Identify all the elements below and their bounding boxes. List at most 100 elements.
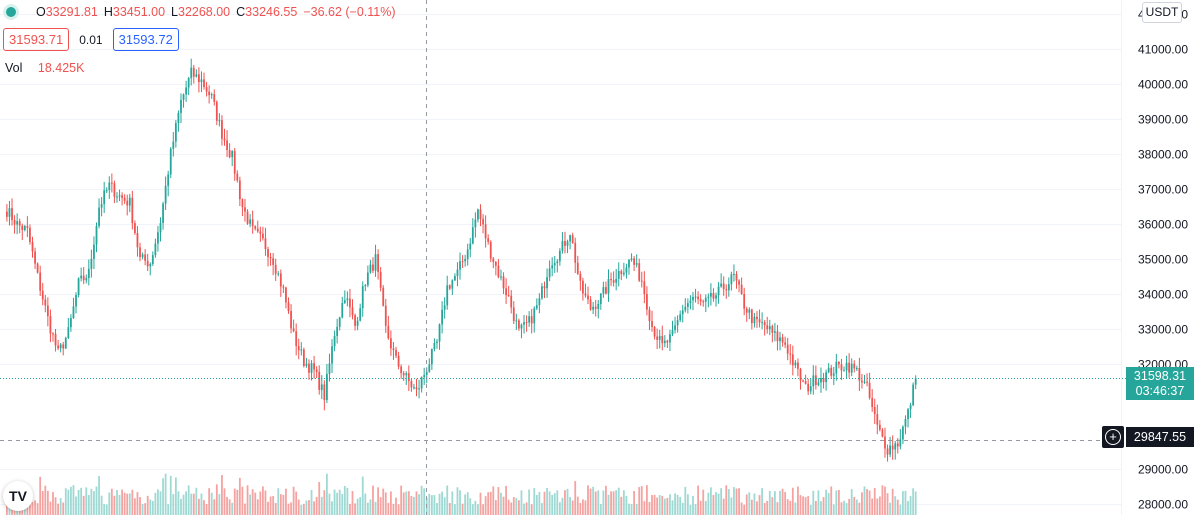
volume-bar: [704, 500, 707, 515]
candle-body: [77, 278, 80, 296]
candle-body: [410, 381, 413, 388]
volume-bar: [607, 494, 610, 515]
candle-body: [717, 286, 720, 296]
volume-bar: [469, 498, 472, 515]
candle-body: [98, 207, 100, 227]
candle-body: [364, 285, 367, 287]
volume-bar: [428, 493, 431, 515]
volume-bar: [774, 491, 776, 515]
candle-body: [750, 309, 753, 324]
candles: [6, 58, 917, 462]
candle-body: [349, 298, 351, 308]
low-value: 32268.00: [178, 5, 231, 19]
candle-body: [46, 305, 49, 317]
volume-bar: [712, 495, 715, 515]
candle-body: [914, 378, 917, 385]
volume-bar: [134, 498, 136, 515]
candle-body: [840, 364, 843, 371]
candle-body: [538, 298, 541, 306]
volume-label: Vol: [5, 61, 23, 75]
candle-body: [630, 258, 633, 260]
candle-body: [873, 406, 876, 415]
candle-body: [300, 349, 303, 351]
candle-body: [477, 209, 479, 220]
candle-body: [341, 303, 344, 318]
volume-bar: [218, 494, 221, 515]
volume-bar: [625, 495, 628, 515]
volume-bar: [551, 494, 554, 515]
volume-bar: [612, 491, 615, 515]
volume-bar: [41, 490, 44, 515]
volume-bar: [436, 502, 438, 515]
plus-icon: +: [1105, 429, 1121, 445]
volume-bar: [413, 496, 415, 515]
volume-bar: [374, 501, 377, 515]
volume-bar: [692, 495, 694, 515]
volume-bar: [64, 488, 67, 515]
candle-body: [67, 327, 70, 338]
candle-body: [134, 223, 136, 234]
candle-body: [548, 268, 551, 278]
volume-bar: [46, 490, 49, 515]
candle-body: [430, 349, 433, 365]
candle-body: [113, 183, 116, 197]
candle-body: [902, 426, 904, 440]
candle-body: [6, 211, 8, 217]
candle-body: [64, 337, 67, 349]
volume-bar: [530, 504, 533, 515]
volume-bar: [433, 495, 436, 515]
tradingview-logo[interactable]: TV: [3, 481, 33, 511]
candle-body: [180, 99, 182, 113]
high-label: H: [103, 5, 113, 19]
candle-body: [446, 285, 449, 306]
candle-body: [387, 325, 390, 339]
candle-body: [351, 307, 354, 316]
volume-bar: [174, 477, 177, 515]
candle-body: [520, 324, 523, 329]
volume-bar: [441, 491, 443, 515]
volume-bar: [758, 495, 761, 515]
volume-bar: [136, 492, 139, 515]
volume-bar: [896, 499, 899, 515]
volume-bar: [640, 486, 643, 515]
volume-bar: [548, 491, 551, 515]
volume-bar: [210, 492, 213, 515]
volume-bar: [461, 503, 464, 515]
currency-unit-button[interactable]: USDT: [1142, 2, 1182, 23]
candle-body: [558, 250, 561, 262]
bid-price-button[interactable]: 31593.71: [3, 28, 70, 51]
volume-bar: [622, 490, 625, 515]
candle-body: [845, 362, 848, 371]
candle-body: [830, 367, 833, 376]
volume-bar: [251, 489, 254, 515]
add-alert-plus-button[interactable]: +: [1102, 426, 1124, 448]
ask-price-button[interactable]: 31593.72: [112, 28, 179, 51]
candle-body: [269, 257, 272, 259]
candle-body: [425, 371, 428, 376]
volume-bar: [254, 492, 257, 515]
volume-bar: [103, 504, 106, 515]
candle-body: [200, 79, 203, 83]
candle-body: [428, 364, 431, 372]
candle-body: [82, 275, 85, 281]
volume-bar: [799, 495, 802, 515]
volume-bar: [305, 500, 308, 515]
volume-bar: [154, 492, 157, 515]
visibility-eye-icon[interactable]: [6, 7, 16, 17]
candle-body: [858, 368, 861, 381]
volume-bar: [57, 503, 59, 515]
volume-bar: [566, 488, 569, 515]
candle-body: [123, 197, 126, 201]
candle-body: [625, 267, 628, 273]
candle-body: [807, 383, 810, 392]
candle-body: [157, 232, 159, 244]
candle-body: [638, 263, 641, 281]
volume-bar: [579, 503, 582, 515]
candle-body: [95, 226, 98, 245]
close-value: 33246.55: [245, 5, 298, 19]
volume-bar: [497, 487, 500, 515]
volume-bar: [525, 502, 528, 515]
volume-bar: [267, 501, 269, 515]
volume-bar: [438, 493, 441, 515]
